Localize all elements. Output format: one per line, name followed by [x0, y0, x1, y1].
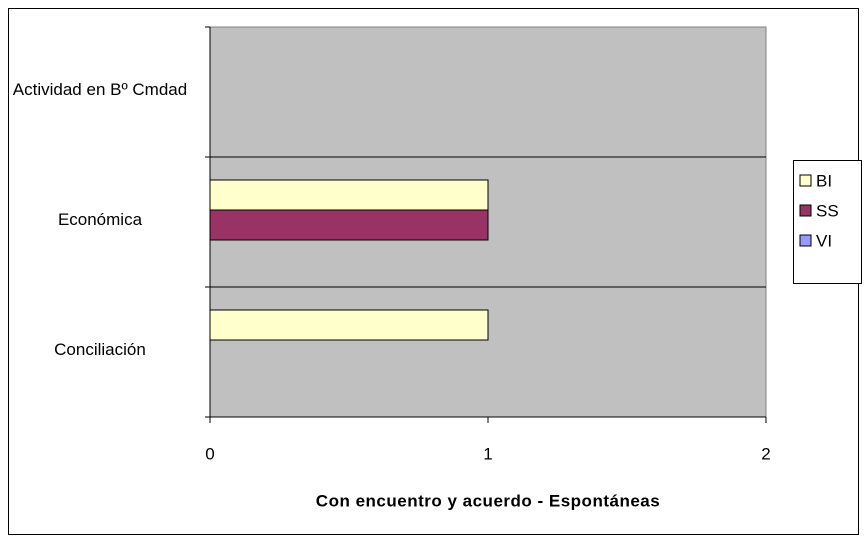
bar: [209, 209, 489, 241]
x-axis-title: Con encuentro y acuerdo - Espontáneas: [316, 491, 660, 510]
legend-label: BI: [816, 171, 832, 190]
legend-swatch: [799, 234, 812, 247]
y-tick-label: Actividad en Bº Cmdad: [12, 80, 188, 99]
legend-swatch: [799, 174, 812, 187]
bar: [209, 179, 489, 211]
x-tick-label: 2: [761, 444, 770, 463]
y-tick-label: Económica: [57, 210, 143, 229]
x-tick-label: 1: [483, 444, 492, 463]
legend-label: VI: [816, 231, 832, 250]
x-tick-label: 0: [205, 444, 214, 463]
y-tick-label: Conciliación: [54, 340, 146, 359]
legend-label: SS: [816, 201, 839, 220]
legend-swatch: [799, 204, 812, 217]
bar: [209, 309, 489, 341]
